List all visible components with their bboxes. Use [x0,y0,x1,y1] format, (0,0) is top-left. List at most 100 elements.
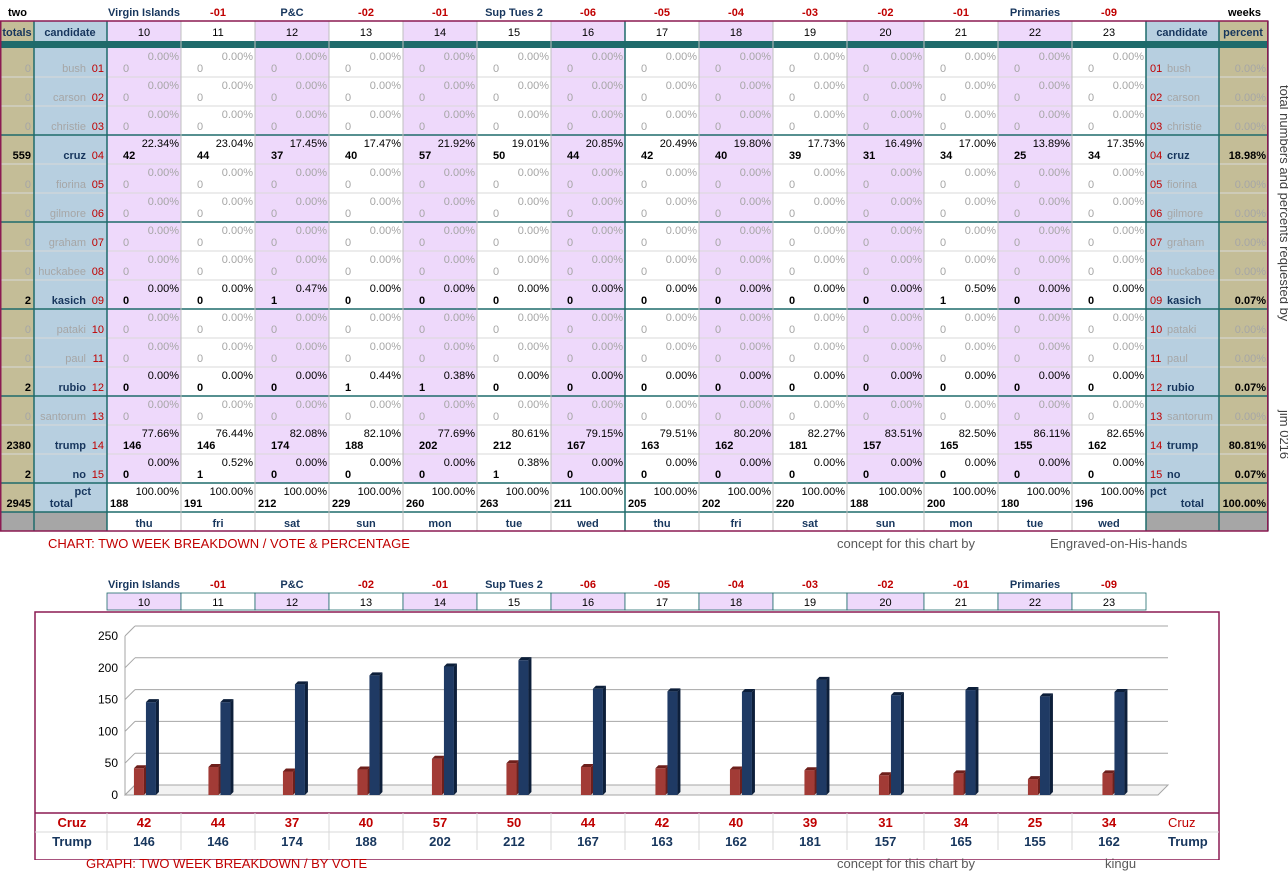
annotation-label: -02 [358,7,374,19]
row-total: 559 [13,150,31,162]
annotation-label: Sup Tues 2 [485,7,543,19]
candidate-num: 07 [92,237,104,249]
y-tick-label: 150 [98,693,118,707]
header-divider [0,41,1268,48]
vote-cell: 0 [567,179,573,191]
candidate-name-right: gilmore [1167,208,1203,220]
pct-cell: 0.00% [592,51,623,63]
weekday-label: mon [428,518,452,530]
vote-cell: 0 [1014,324,1020,336]
pct-cell: 82.50% [959,428,997,440]
cruz-bar [133,765,147,795]
trump-bar [741,688,755,795]
row-total: 0 [25,179,31,191]
cruz-bar-top [804,767,818,771]
vote-cell: 0 [940,266,946,278]
vote-cell: 0 [567,469,573,481]
pct-cell: 82.65% [1107,428,1145,440]
trump-bar [145,699,159,795]
pct-cell: 0.00% [1039,80,1070,92]
pct-cell: 0.00% [148,399,179,411]
cruz-value-label: 44 [211,815,226,830]
candidate-num-right: 12 [1150,382,1162,394]
vote-cell: 0 [271,266,277,278]
totals-header: totals [2,27,31,39]
day-header-bg [625,21,699,41]
day-column-bg [773,48,847,483]
day-header-bg [477,21,551,41]
trump-value-label: 146 [133,834,155,849]
pct-cell: 0.00% [296,196,327,208]
pct-cell: 0.00% [592,80,623,92]
vote-cell: 0 [1014,353,1020,365]
trump-bar-top [518,657,532,661]
pct-cell: 0.00% [1113,283,1144,295]
day-column-bg [847,48,924,483]
day-header: 13 [360,27,372,39]
pct-cell: 0.00% [370,283,401,295]
vote-cell: 0 [345,295,351,307]
day-total: 212 [258,498,276,510]
vote-cell: 0 [567,92,573,104]
pct-cell: 0.00% [740,80,771,92]
vote-cell: 0 [493,295,499,307]
trump-bar-top [816,676,830,680]
pct-cell: 0.00% [666,225,697,237]
vote-cell: 0 [345,469,351,481]
pct-cell: 0.00% [370,457,401,469]
pct-cell: 0.00% [965,399,996,411]
cruz-bar [878,772,892,795]
pct-cell: 0.00% [1113,225,1144,237]
day-header: 16 [582,27,594,39]
cruz-series-label-right: Cruz [1168,815,1195,830]
trump-value-label: 146 [207,834,229,849]
pct-cell: 0.00% [666,399,697,411]
percent-header-bg [1219,21,1268,41]
vote-cell: 0 [271,382,277,394]
chart1-concept: concept for this chart by [837,536,976,551]
candidate-name: no [73,469,87,481]
pct-cell: 0.00% [444,51,475,63]
vote-cell: 212 [493,440,511,452]
trump-value-label: 163 [651,834,673,849]
vote-cell: 0 [1014,237,1020,249]
vote-cell: 0 [419,295,425,307]
pct-cell: 0.00% [965,80,996,92]
y-tick-label: 250 [98,629,118,643]
candidate-name-right: christie [1167,121,1202,133]
vote-cell: 1 [345,382,351,394]
candidate-name: huckabee [38,266,86,278]
day-header-bg [773,21,847,41]
candidate-num-right: 13 [1150,411,1162,423]
vote-cell: 0 [493,382,499,394]
pct-cell: 0.00% [222,225,253,237]
pct-cell: 0.00% [1113,196,1144,208]
vote-cell: 0 [940,324,946,336]
vote-cell: 0 [863,208,869,220]
vote-cell: 0 [567,237,573,249]
vote-cell: 0 [197,237,203,249]
chart-day-header: 19 [804,597,816,609]
annotation-label: -04 [728,579,745,591]
day-column-bg [1072,48,1146,483]
cruz-bar-top [1027,776,1041,780]
day-header: 12 [286,27,298,39]
candidate-name: cruz [63,150,86,162]
candidate-name-right: cruz [1167,150,1190,162]
candidate-header-bg-right [1146,21,1219,41]
pct-cell: 0.00% [296,254,327,266]
trump-bar [667,688,681,795]
vote-cell: 0 [493,266,499,278]
day-header-bg [403,21,477,41]
cruz-bar-front [357,769,368,795]
cruz-value-label: 31 [878,815,892,830]
pct-cell: 0.00% [666,167,697,179]
gridline-depth [124,752,136,764]
annotation-label: -01 [210,7,226,19]
cruz-bar-front [729,769,740,795]
vote-cell: 0 [493,179,499,191]
pct-cell: 0.47% [296,283,327,295]
pct-cell: 0.00% [1113,51,1144,63]
annotation-label: Virgin Islands [108,579,180,591]
vote-cell: 0 [493,353,499,365]
